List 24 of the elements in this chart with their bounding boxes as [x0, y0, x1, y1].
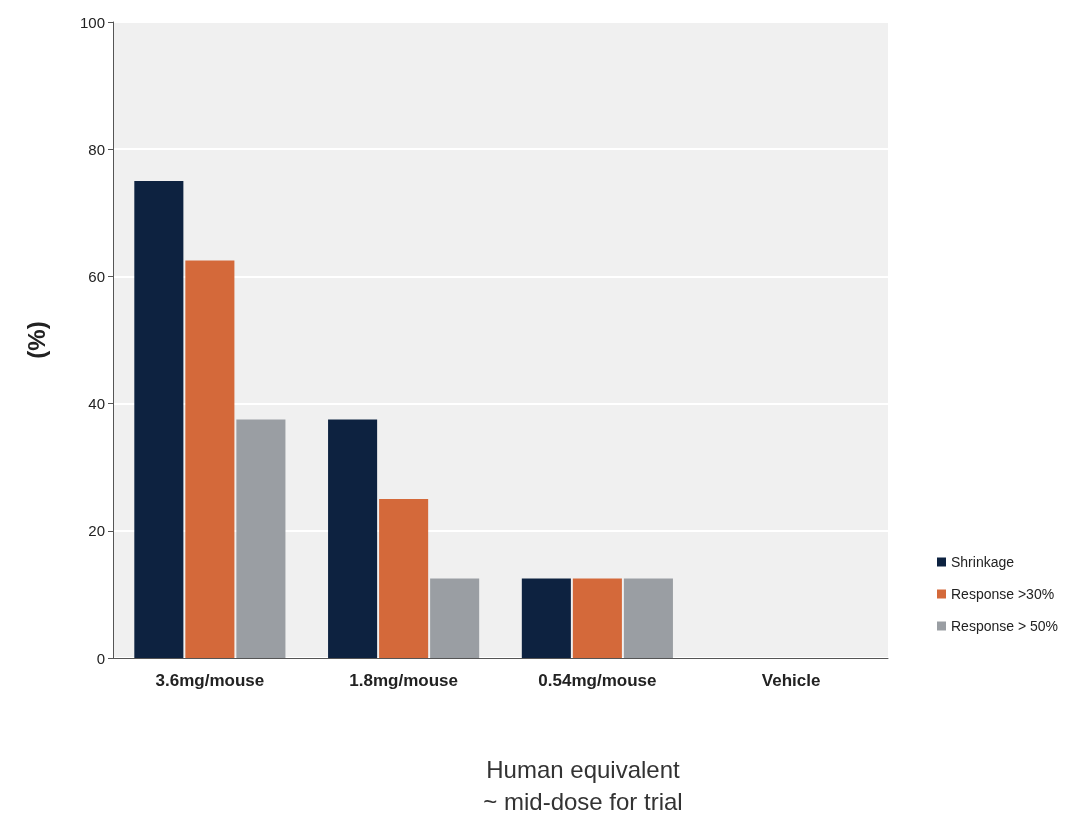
y-tick-label: 100 [79, 13, 105, 31]
y-tick-label: 20 [88, 522, 105, 540]
bar [185, 260, 235, 658]
bar [521, 578, 571, 658]
x-tick-label: 0.54mg/mouse [538, 671, 657, 690]
x-tick-label: Vehicle [761, 671, 821, 690]
legend-label: Shrinkage [950, 554, 1015, 570]
x-tick-label: 3.6mg/mouse [155, 671, 265, 690]
bar [572, 578, 622, 658]
legend-label: Response > 50% [950, 618, 1059, 634]
bar [328, 419, 378, 658]
y-tick-label: 80 [88, 140, 105, 158]
bar [430, 578, 480, 658]
bar [134, 181, 184, 658]
bar [379, 499, 429, 658]
y-axis-title: (%) [22, 321, 50, 359]
bar [623, 578, 673, 658]
y-tick-label: 60 [88, 267, 105, 285]
x-tick-label: 1.8mg/mouse [349, 671, 458, 690]
bar [236, 419, 286, 658]
x-axis-title: Human equivalent ~ mid-dose for trial [483, 755, 683, 815]
y-tick-label: 40 [88, 395, 105, 413]
y-tick-label: 0 [96, 649, 105, 667]
legend-label: Response >30% [950, 586, 1055, 602]
